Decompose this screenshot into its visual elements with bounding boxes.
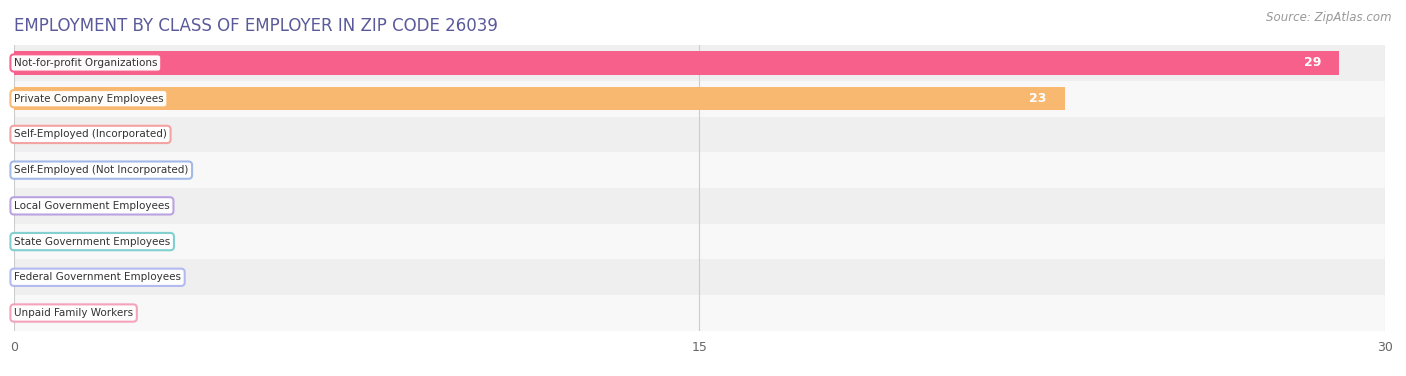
Text: 0: 0 (42, 235, 49, 248)
Bar (14, 152, 1385, 188)
Bar (14, 81, 1385, 117)
Text: 0: 0 (42, 164, 49, 177)
Bar (14, 45, 1385, 81)
Text: 29: 29 (1303, 56, 1322, 70)
Text: 0: 0 (42, 199, 49, 212)
Text: Self-Employed (Incorporated): Self-Employed (Incorporated) (14, 129, 167, 139)
Bar (14, 52, 1340, 74)
Text: EMPLOYMENT BY CLASS OF EMPLOYER IN ZIP CODE 26039: EMPLOYMENT BY CLASS OF EMPLOYER IN ZIP C… (14, 17, 498, 35)
Bar (14, 295, 1385, 331)
Text: 0: 0 (42, 128, 49, 141)
Text: Local Government Employees: Local Government Employees (14, 201, 170, 211)
Text: 0: 0 (42, 271, 49, 284)
Bar (14, 87, 1066, 110)
Bar (14, 188, 1385, 224)
Text: Not-for-profit Organizations: Not-for-profit Organizations (14, 58, 157, 68)
Text: Federal Government Employees: Federal Government Employees (14, 272, 181, 282)
Text: 0: 0 (42, 306, 49, 320)
Text: 23: 23 (1029, 92, 1047, 105)
Text: State Government Employees: State Government Employees (14, 237, 170, 247)
Bar (14, 224, 1385, 259)
Text: Private Company Employees: Private Company Employees (14, 94, 163, 104)
Text: Source: ZipAtlas.com: Source: ZipAtlas.com (1267, 11, 1392, 24)
Text: Unpaid Family Workers: Unpaid Family Workers (14, 308, 134, 318)
Bar (14, 259, 1385, 295)
Text: Self-Employed (Not Incorporated): Self-Employed (Not Incorporated) (14, 165, 188, 175)
Bar (14, 117, 1385, 152)
